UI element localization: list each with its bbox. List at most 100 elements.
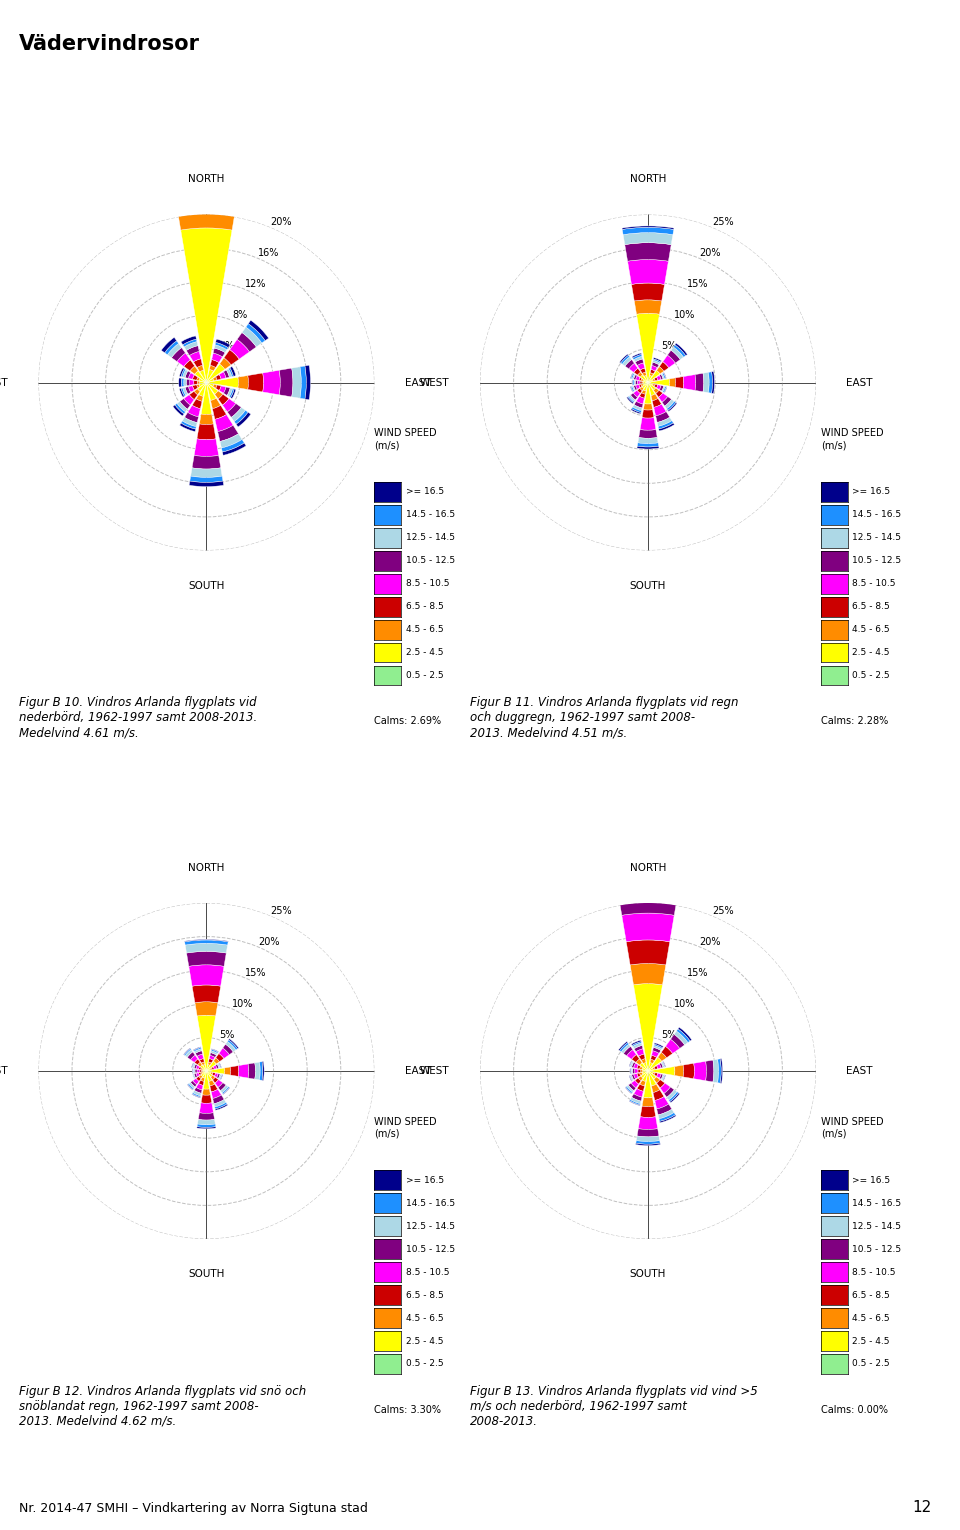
Bar — [662, 387, 666, 393]
Bar — [654, 1043, 662, 1048]
Bar — [183, 1048, 190, 1056]
Bar — [632, 1068, 633, 1074]
Bar — [246, 324, 265, 343]
Bar — [220, 433, 242, 448]
Bar — [292, 367, 301, 398]
Bar — [631, 387, 634, 392]
Bar — [643, 381, 647, 384]
Text: >= 16.5: >= 16.5 — [406, 1177, 444, 1184]
Bar — [203, 1065, 206, 1071]
Bar — [186, 346, 200, 355]
Bar — [637, 372, 642, 376]
Bar — [206, 1065, 210, 1071]
Bar — [215, 390, 223, 399]
Bar — [194, 1059, 201, 1065]
Bar — [262, 1062, 264, 1080]
Bar — [662, 396, 672, 405]
Bar — [230, 1065, 239, 1077]
Bar — [156, 80, 256, 93]
Bar — [196, 1077, 201, 1082]
Bar — [639, 1063, 648, 1071]
Bar — [708, 372, 712, 393]
Text: WIND SPEED
(m/s): WIND SPEED (m/s) — [821, 428, 883, 450]
Bar — [199, 1076, 203, 1079]
Text: Calms: 0.00%: Calms: 0.00% — [821, 1405, 888, 1415]
Bar — [634, 379, 636, 386]
Bar — [197, 366, 204, 372]
Bar — [208, 1062, 211, 1065]
Bar — [642, 382, 648, 389]
Bar — [661, 1062, 664, 1068]
Bar — [655, 384, 658, 387]
Bar — [189, 392, 198, 399]
Bar — [188, 373, 194, 379]
Bar — [182, 370, 188, 378]
Bar — [189, 352, 201, 363]
Bar — [202, 1062, 204, 1065]
Bar — [657, 384, 661, 390]
Bar — [199, 1073, 202, 1076]
Bar — [177, 353, 190, 366]
Bar — [643, 379, 647, 382]
Bar — [215, 343, 228, 350]
Bar — [636, 1140, 660, 1144]
Bar — [229, 389, 234, 398]
Bar — [191, 1063, 194, 1068]
Bar — [228, 404, 241, 418]
Bar — [639, 1080, 645, 1086]
Bar — [196, 1065, 200, 1069]
Bar — [632, 1074, 636, 1080]
Bar — [180, 228, 232, 379]
Bar — [628, 1083, 636, 1091]
Bar — [657, 1063, 661, 1069]
Bar — [659, 1109, 674, 1118]
Bar — [634, 390, 640, 398]
Bar — [218, 425, 238, 442]
Bar — [632, 407, 641, 413]
Text: WEST: WEST — [0, 378, 9, 387]
Bar — [222, 1086, 229, 1094]
Bar — [211, 1050, 218, 1053]
Text: 2.5 - 4.5: 2.5 - 4.5 — [852, 649, 890, 656]
Bar — [181, 389, 185, 396]
Bar — [648, 1066, 675, 1076]
Bar — [637, 438, 659, 444]
Bar — [653, 360, 660, 364]
Bar — [187, 405, 201, 416]
Bar — [197, 381, 200, 384]
Bar — [631, 373, 634, 378]
Bar — [640, 384, 643, 387]
Bar — [228, 1039, 239, 1048]
Bar — [642, 372, 646, 376]
Bar — [200, 1059, 204, 1063]
Bar — [673, 344, 685, 356]
Bar — [652, 1051, 660, 1057]
Bar — [193, 375, 198, 381]
Bar — [197, 1054, 204, 1060]
Bar — [221, 1085, 228, 1092]
Bar — [222, 439, 244, 451]
Bar — [211, 1089, 222, 1099]
Bar — [648, 384, 655, 396]
Bar — [193, 1079, 199, 1085]
Bar — [189, 965, 224, 987]
Bar — [636, 1059, 642, 1065]
Bar — [218, 1083, 227, 1091]
Bar — [210, 1085, 218, 1092]
Bar — [653, 378, 656, 381]
Bar — [179, 378, 181, 387]
Bar — [203, 1071, 206, 1073]
Bar — [649, 379, 669, 386]
Bar — [636, 1048, 644, 1056]
Bar — [618, 1042, 628, 1051]
Bar — [634, 375, 637, 379]
Text: Figur B 13. Vindros Arlanda flygplats vid vind >5
m/s och nederbörd, 1962-1997 s: Figur B 13. Vindros Arlanda flygplats vi… — [470, 1385, 758, 1427]
Bar — [650, 369, 655, 373]
Text: 4.5 - 6.5: 4.5 - 6.5 — [852, 626, 890, 633]
Bar — [655, 378, 658, 381]
Bar — [300, 366, 306, 399]
Bar — [199, 382, 205, 387]
Bar — [213, 349, 226, 356]
Bar — [622, 913, 674, 942]
Bar — [637, 389, 642, 393]
